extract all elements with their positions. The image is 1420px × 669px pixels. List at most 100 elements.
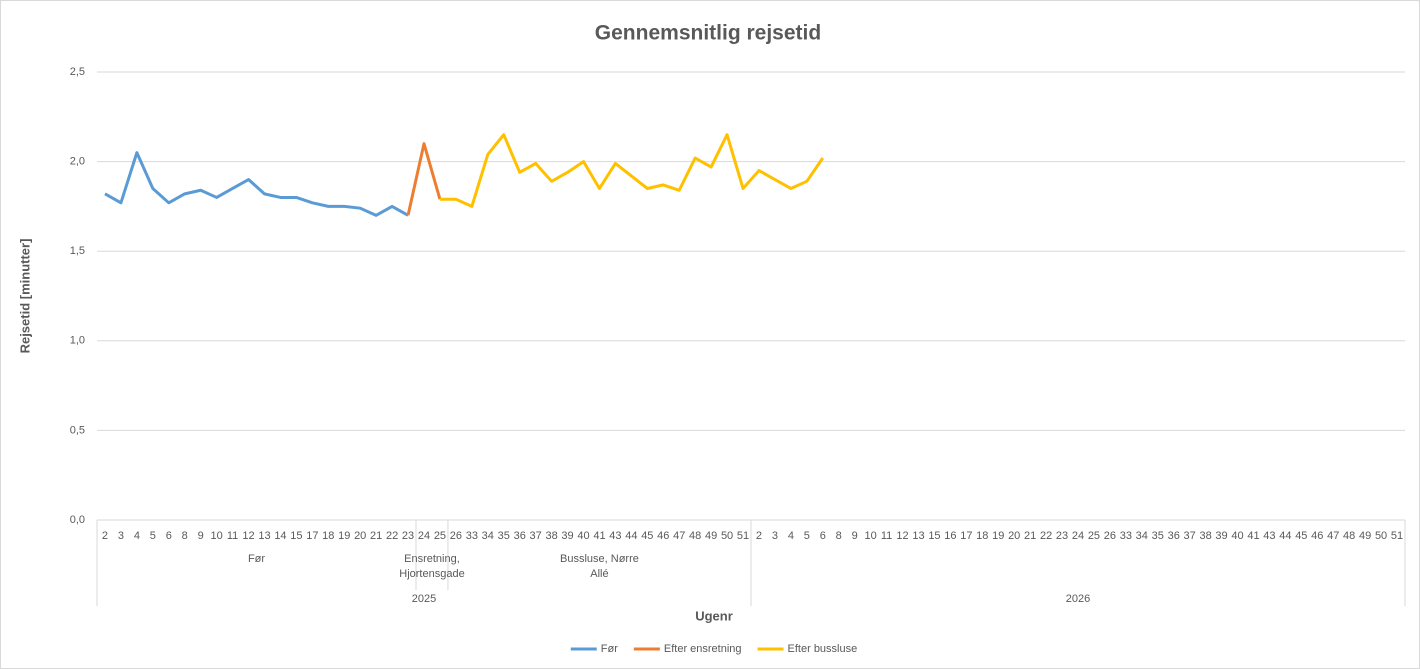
- x-tick-label: 39: [1215, 530, 1227, 542]
- x-tick-label: 8: [836, 530, 842, 542]
- x-tick-label: 43: [609, 530, 621, 542]
- x-tick-label: 20: [1008, 530, 1020, 542]
- x-tick-label: 22: [1040, 530, 1052, 542]
- x-tick-label: 14: [274, 530, 286, 542]
- x-tick-label: 17: [960, 530, 972, 542]
- x-tick-label: 5: [150, 530, 156, 542]
- x-tick-label: 9: [198, 530, 204, 542]
- group-label: Før: [247, 553, 266, 565]
- x-tick-label: 49: [1359, 530, 1371, 542]
- x-tick-label: 48: [689, 530, 701, 542]
- x-tick-label: 36: [1168, 530, 1180, 542]
- x-tick-label: 26: [1104, 530, 1116, 542]
- y-tick-label: 1,0: [70, 335, 85, 347]
- x-tick-label: 6: [820, 530, 826, 542]
- x-tick-label: 25: [1088, 530, 1100, 542]
- x-tick-label: 3: [772, 530, 778, 542]
- x-axis-label: Ugenr: [695, 608, 733, 623]
- x-tick-label: 48: [1343, 530, 1355, 542]
- x-tick-label: 50: [721, 530, 733, 542]
- group-label: Bussluse, Nørre Allé: [560, 553, 639, 580]
- x-tick-label: 13: [258, 530, 270, 542]
- x-tick-label: 51: [737, 530, 749, 542]
- x-tick-label: 8: [182, 530, 188, 542]
- x-tick-label: 33: [466, 530, 478, 542]
- x-tick-label: 4: [788, 530, 794, 542]
- x-tick-label: 24: [418, 530, 430, 542]
- x-tick-label: 12: [242, 530, 254, 542]
- x-tick-label: 11: [881, 530, 892, 542]
- y-tick-label: 0,5: [70, 424, 85, 436]
- x-tick-label: 11: [227, 530, 238, 542]
- x-tick-label: 19: [338, 530, 350, 542]
- legend-label: Efter bussluse: [788, 643, 858, 655]
- y-tick-label: 2,5: [70, 66, 85, 78]
- group-label: Ensretning, Hjortensgade: [399, 553, 465, 580]
- x-tick-label: 39: [561, 530, 573, 542]
- x-tick-label: 46: [1311, 530, 1323, 542]
- x-tick-label: 47: [673, 530, 685, 542]
- x-tick-label: 3: [118, 530, 124, 542]
- x-tick-label: 38: [545, 530, 557, 542]
- series-line: [439, 133, 825, 208]
- x-tick-label: 21: [370, 530, 382, 542]
- x-tick-label: 23: [402, 530, 414, 542]
- x-tick-label: 18: [322, 530, 334, 542]
- year-label: 2025: [412, 593, 436, 605]
- x-tick-label: 13: [912, 530, 924, 542]
- x-tick-label: 15: [928, 530, 940, 542]
- x-tick-label: 19: [992, 530, 1004, 542]
- y-axis-label: Rejsetid [minutter]: [17, 239, 32, 354]
- x-tick-label: 49: [705, 530, 717, 542]
- x-tick-label: 35: [1152, 530, 1164, 542]
- x-tick-label: 33: [1120, 530, 1132, 542]
- x-tick-label: 43: [1263, 530, 1275, 542]
- x-tick-label: 44: [625, 530, 637, 542]
- x-tick-label: 10: [865, 530, 877, 542]
- x-tick-label: 25: [434, 530, 446, 542]
- x-tick-label: 40: [1231, 530, 1243, 542]
- x-tick-label: 44: [1279, 530, 1291, 542]
- x-tick-label: 20: [354, 530, 366, 542]
- series-line: [406, 142, 442, 216]
- x-tick-label: 45: [1295, 530, 1307, 542]
- year-label: 2026: [1066, 593, 1090, 605]
- x-tick-label: 50: [1375, 530, 1387, 542]
- x-tick-label: 35: [498, 530, 510, 542]
- x-tick-label: 36: [514, 530, 526, 542]
- x-tick-label: 34: [1136, 530, 1148, 542]
- x-tick-label: 41: [593, 530, 605, 542]
- x-tick-label: 18: [976, 530, 988, 542]
- y-tick-label: 1,5: [70, 245, 85, 257]
- series-line: [104, 151, 409, 217]
- y-tick-label: 2,0: [70, 156, 85, 168]
- x-tick-label: 21: [1024, 530, 1036, 542]
- x-tick-label: 34: [482, 530, 494, 542]
- x-tick-label: 37: [530, 530, 542, 542]
- x-tick-label: 6: [166, 530, 172, 542]
- y-tick-label: 0,0: [70, 514, 85, 526]
- x-tick-label: 2: [102, 530, 108, 542]
- x-tick-label: 17: [306, 530, 318, 542]
- x-tick-label: 15: [290, 530, 302, 542]
- x-tick-label: 2: [756, 530, 762, 542]
- legend-label: Efter ensretning: [664, 643, 742, 655]
- x-tick-label: 46: [657, 530, 669, 542]
- legend-label: Før: [601, 643, 618, 655]
- x-tick-label: 4: [134, 530, 140, 542]
- x-tick-label: 41: [1247, 530, 1259, 542]
- x-tick-label: 37: [1184, 530, 1196, 542]
- x-tick-label: 16: [944, 530, 956, 542]
- x-tick-label: 5: [804, 530, 810, 542]
- x-tick-label: 12: [896, 530, 908, 542]
- x-tick-label: 51: [1391, 530, 1403, 542]
- x-tick-label: 47: [1327, 530, 1339, 542]
- x-tick-label: 22: [386, 530, 398, 542]
- x-tick-label: 23: [1056, 530, 1068, 542]
- x-tick-label: 26: [450, 530, 462, 542]
- x-tick-label: 24: [1072, 530, 1084, 542]
- chart-title: Gennemsnitlig rejsetid: [595, 22, 821, 45]
